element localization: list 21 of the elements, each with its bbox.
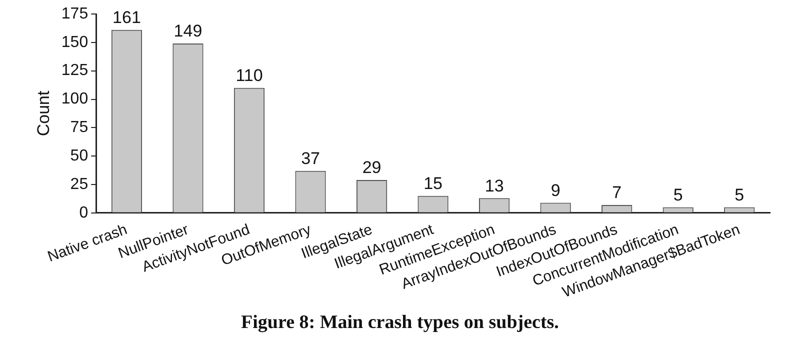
data-label: 15 [424, 174, 443, 194]
data-label: 9 [550, 180, 560, 200]
data-label: 37 [301, 149, 320, 168]
y-tick-label: 150 [61, 34, 88, 51]
y-tick-label: 50 [70, 147, 88, 164]
y-tick-label: 75 [70, 119, 88, 136]
data-label: 149 [174, 22, 202, 41]
data-label: 161 [112, 8, 141, 28]
data-label: 7 [612, 183, 622, 202]
y-tick-label: 100 [61, 90, 88, 108]
data-label: 13 [484, 176, 504, 196]
y-axis-title: Count [34, 90, 53, 136]
y-tick-label: 175 [61, 5, 88, 22]
data-label: 110 [236, 66, 263, 86]
data-label: 29 [362, 158, 382, 178]
y-tick-label: 125 [61, 62, 88, 80]
data-label: 5 [673, 185, 683, 204]
data-label: 5 [734, 185, 744, 204]
y-tick-label: 25 [70, 176, 88, 193]
y-tick-label: 0 [79, 204, 88, 222]
text: Figure 8: Main crash types on subjects. [240, 312, 560, 334]
